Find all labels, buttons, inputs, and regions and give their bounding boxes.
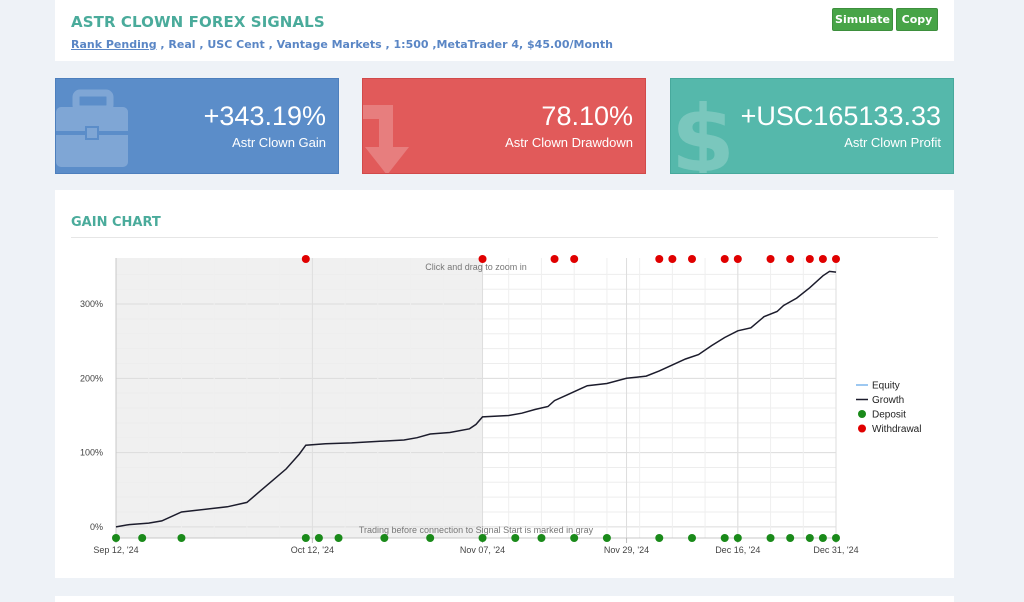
gain-stat-box: +343.19% Astr Clown Gain: [55, 78, 339, 174]
drawdown-label: Astr Clown Drawdown: [505, 135, 633, 150]
withdrawal-marker[interactable]: [688, 255, 696, 263]
gain-chart-card: GAIN CHART 0% 100% 200% 300% Sep 12, '24 Oct …: [55, 190, 954, 578]
gain-value: +343.19%: [203, 101, 326, 131]
legend-item-label[interactable]: Growth: [872, 395, 904, 406]
withdrawal-marker[interactable]: [478, 255, 487, 263]
withdrawal-marker[interactable]: [301, 255, 310, 263]
down-arrow-icon: [363, 105, 409, 173]
gain-label: Astr Clown Gain: [232, 135, 326, 150]
withdrawal-marker[interactable]: [818, 255, 827, 263]
signal-details-text: , Real , USC Cent , Vantage Markets , 1:…: [156, 38, 613, 51]
deposit-marker[interactable]: [301, 534, 310, 542]
legend-item-label[interactable]: Deposit: [872, 410, 906, 421]
chart-heading: GAIN CHART: [71, 215, 161, 230]
deposit-marker[interactable]: [655, 534, 664, 542]
y-tick-label: 200%: [80, 373, 103, 383]
next-section-card: [55, 596, 954, 602]
pre-connection-gray-region: [116, 258, 483, 538]
deposit-marker[interactable]: [537, 534, 546, 542]
withdrawal-marker[interactable]: [805, 255, 814, 263]
growth-series-line: [115, 270, 837, 528]
deposit-marker[interactable]: [511, 534, 520, 542]
withdrawal-marker[interactable]: [570, 255, 579, 263]
copy-button[interactable]: Copy: [896, 8, 938, 31]
zoom-hint: Click and drag to zoom in: [425, 262, 527, 272]
signal-header: ASTR CLOWN FOREX SIGNALS Rank Pending , …: [55, 0, 954, 61]
y-tick-label: 0%: [90, 522, 103, 532]
signal-details: Rank Pending , Real , USC Cent , Vantage…: [71, 38, 613, 51]
profit-label: Astr Clown Profit: [844, 135, 941, 150]
profit-value: +USC165133.33: [740, 101, 941, 131]
withdrawal-marker[interactable]: [655, 255, 664, 263]
x-tick-label: Nov 07, '24: [460, 545, 505, 555]
rank-link[interactable]: Rank Pending: [71, 38, 157, 51]
deposit-marker[interactable]: [786, 534, 795, 542]
gray-region-note: Trading before connection to Signal Star…: [359, 525, 594, 535]
chart-divider: [71, 237, 938, 238]
drawdown-stat-box: 78.10% Astr Clown Drawdown: [362, 78, 646, 174]
chart-legend: Equity Growth Deposit Withdrawal: [856, 381, 921, 435]
deposit-marker[interactable]: [177, 534, 186, 542]
deposit-marker[interactable]: [112, 534, 120, 542]
deposit-marker[interactable]: [570, 534, 579, 542]
deposit-marker[interactable]: [314, 534, 323, 542]
deposit-marker[interactable]: [720, 534, 729, 542]
withdrawal-marker[interactable]: [720, 255, 729, 263]
deposit-marker[interactable]: [818, 534, 827, 542]
gain-chart[interactable]: 0% 100% 200% 300% Sep 12, '24 Oct 12, '24 Nov …: [55, 190, 954, 578]
withdrawal-marker[interactable]: [733, 255, 742, 263]
withdrawal-marker[interactable]: [668, 255, 677, 263]
drawdown-value: 78.10%: [541, 101, 633, 131]
deposit-marker[interactable]: [334, 534, 343, 542]
y-tick-label: 300%: [80, 299, 103, 309]
profit-stat-box: $ +USC165133.33 Astr Clown Profit: [670, 78, 954, 174]
withdrawal-marker[interactable]: [550, 255, 559, 263]
deposit-marker[interactable]: [832, 534, 840, 542]
x-tick-label: Dec 16, '24: [715, 545, 760, 555]
deposit-marker[interactable]: [688, 534, 696, 542]
deposit-marker[interactable]: [426, 534, 435, 542]
deposit-marker[interactable]: [478, 534, 487, 542]
deposit-marker[interactable]: [602, 534, 611, 542]
withdrawal-marker[interactable]: [766, 255, 775, 263]
y-tick-label: 100%: [80, 448, 103, 458]
deposit-marker[interactable]: [733, 534, 742, 542]
x-tick-label: Nov 29, '24: [604, 545, 649, 555]
x-tick-label: Oct 12, '24: [291, 545, 334, 555]
briefcase-icon: [56, 89, 128, 167]
legend-swatch: [858, 424, 866, 433]
legend-swatch: [858, 410, 866, 418]
x-tick-label: Sep 12, '24: [93, 545, 138, 555]
deposit-marker[interactable]: [138, 534, 147, 542]
simulate-button[interactable]: Simulate: [832, 8, 893, 31]
deposit-marker[interactable]: [380, 534, 389, 542]
svg-text:$: $: [671, 87, 731, 174]
deposit-marker[interactable]: [805, 534, 814, 542]
withdrawal-marker[interactable]: [832, 255, 840, 263]
dollar-icon: $: [671, 87, 731, 174]
withdrawal-marker[interactable]: [786, 255, 795, 263]
page-title: ASTR CLOWN FOREX SIGNALS: [71, 13, 325, 31]
legend-item-label[interactable]: Equity: [872, 381, 900, 392]
deposit-marker[interactable]: [766, 534, 775, 542]
x-tick-label: Dec 31, '24: [813, 545, 858, 555]
legend-item-label[interactable]: Withdrawal: [872, 424, 921, 435]
